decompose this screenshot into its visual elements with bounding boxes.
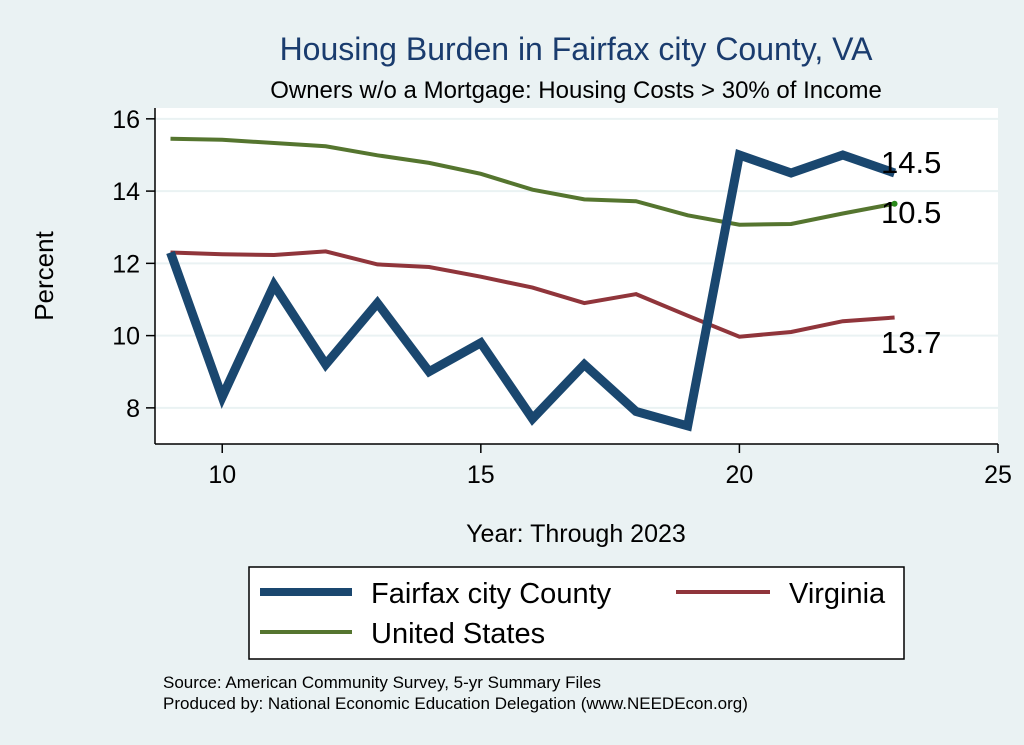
grid xyxy=(155,117,998,409)
chart-title: Housing Burden in Fairfax city County, V… xyxy=(280,31,874,67)
series-end-marker-us xyxy=(891,200,898,207)
source-note: Source: American Community Survey, 5-yr … xyxy=(163,673,601,692)
x-tick-label: 15 xyxy=(467,461,495,489)
end-labels: 14.5 10.5 13.7 xyxy=(881,145,941,360)
end-label-fairfax: 14.5 xyxy=(881,145,941,180)
legend-label-fairfax: Fairfax city County xyxy=(371,578,612,610)
chart-subtitle: Owners w/o a Mortgage: Housing Costs > 3… xyxy=(270,77,882,104)
legend: Fairfax city County Virginia United Stat… xyxy=(248,566,905,660)
producer-note: Produced by: National Economic Education… xyxy=(163,694,748,713)
x-axis-label: Year: Through 2023 xyxy=(466,520,686,548)
x-tick-label: 20 xyxy=(726,461,754,489)
end-label-us: 13.7 xyxy=(881,325,941,360)
plot-area xyxy=(155,108,998,444)
x-tick-label: 10 xyxy=(208,461,236,489)
series-line-virginia xyxy=(170,249,895,339)
y-axis-label: Percent xyxy=(29,230,59,320)
y-tick-label: 16 xyxy=(112,106,140,134)
series-line-fairfax xyxy=(166,149,897,432)
axis-ticks: 8 10 12 14 16 10 15 20 25 xyxy=(112,106,1012,489)
y-tick-label: 8 xyxy=(126,395,140,423)
y-tick-label: 10 xyxy=(112,323,140,351)
end-label-virginia: 10.5 xyxy=(881,195,941,230)
legend-label-us: United States xyxy=(371,618,545,650)
legend-label-virginia: Virginia xyxy=(789,578,886,610)
x-tick-label: 25 xyxy=(984,461,1012,489)
series-lines xyxy=(166,136,897,432)
legend-box xyxy=(248,566,905,660)
series-line-us xyxy=(170,136,895,227)
y-tick-label: 14 xyxy=(112,178,140,206)
y-tick-label: 12 xyxy=(112,250,140,278)
